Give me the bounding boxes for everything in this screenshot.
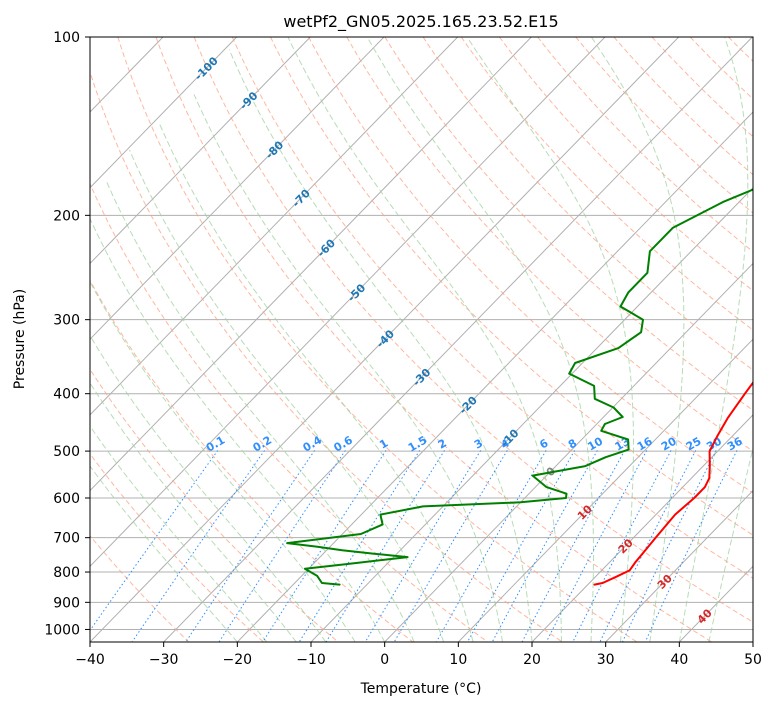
isotherm-line xyxy=(605,489,753,642)
x-tick-label: −30 xyxy=(149,652,179,668)
mixing-ratio-line xyxy=(521,450,626,642)
dry-adiabat xyxy=(155,37,712,642)
mixing-ratio-line xyxy=(644,450,738,642)
moist-adiabat xyxy=(158,123,474,642)
moist-adiabat xyxy=(228,49,533,642)
axes: −40 −30 −20 −10 0 10 20 30 40 50 100 200 300 400 500 60… xyxy=(44,30,762,668)
moist-adiabat xyxy=(90,217,386,642)
isotherm-line xyxy=(90,37,606,568)
mixing-ratio-line xyxy=(325,450,445,642)
profile-series xyxy=(286,188,753,586)
dry-adiabat xyxy=(498,37,753,292)
dry-adiabat xyxy=(117,37,638,642)
plot-frame xyxy=(89,36,754,643)
y-tick-label: 200 xyxy=(53,208,80,224)
moist-adiabat xyxy=(90,280,356,642)
isotherm-line xyxy=(236,111,753,642)
dry-adiabat xyxy=(270,37,753,536)
dry-adiabat xyxy=(90,534,190,642)
x-axis-label: Temperature (°C) xyxy=(360,681,482,697)
y-tick-label: 600 xyxy=(53,491,80,507)
mixing-ratio-line xyxy=(393,450,508,642)
dry-adiabat xyxy=(384,37,753,411)
chart-title: wetPf2_GN05.2025.165.23.52.E15 xyxy=(283,12,558,32)
isotherm-line xyxy=(90,37,680,642)
mixing-ratio-line xyxy=(467,450,576,642)
isotherm-line xyxy=(90,37,238,189)
isotherm-line xyxy=(310,187,753,642)
mixing-ratio-line xyxy=(90,450,219,632)
mixing-ratio-line xyxy=(435,450,547,642)
mixing-ratio-line xyxy=(131,450,266,642)
moist-adiabat xyxy=(366,37,594,642)
x-tick-label: −10 xyxy=(296,652,326,668)
x-tick-label: −40 xyxy=(75,652,105,668)
isotherm-line xyxy=(163,37,753,642)
y-tick-label: 300 xyxy=(53,313,80,329)
x-tick-label: 30 xyxy=(597,652,615,668)
dry-adiabat xyxy=(613,37,753,176)
isotherm-line xyxy=(90,37,385,340)
x-tick-label: −20 xyxy=(223,652,253,668)
dry-adiabat xyxy=(231,37,753,579)
mixing-ratio-line xyxy=(364,450,482,642)
isotherm-line xyxy=(531,414,753,642)
moist-adiabat xyxy=(128,149,445,642)
dry-adiabat xyxy=(346,37,753,452)
moist-adiabat xyxy=(90,425,268,642)
mixing-ratio-line xyxy=(572,450,672,642)
moist-adiabat xyxy=(193,94,503,642)
x-tick-label: 20 xyxy=(523,652,541,668)
x-tick-label: 10 xyxy=(449,652,467,668)
y-tick-label: 700 xyxy=(53,531,80,547)
profile-line xyxy=(286,188,753,586)
y-tick-label: 1000 xyxy=(44,622,80,638)
moist-adiabat xyxy=(590,37,685,642)
dry-adiabat xyxy=(460,37,753,331)
dry-adiabat xyxy=(575,37,753,214)
x-tick-label: 0 xyxy=(380,652,389,668)
dry-adiabat xyxy=(90,70,563,642)
profile-line xyxy=(593,380,753,586)
mixing-ratio-line xyxy=(491,450,598,642)
moist-adiabat xyxy=(105,180,415,642)
dry-adiabat xyxy=(193,37,753,623)
y-tick-label: 800 xyxy=(53,565,80,581)
y-axis-label: Pressure (hPa) xyxy=(12,289,28,389)
x-tick-label: 50 xyxy=(744,652,762,668)
y-tick-label: 100 xyxy=(53,30,80,46)
isotherm-line xyxy=(90,37,459,416)
x-tick-label: 40 xyxy=(670,652,688,668)
y-tick-label: 500 xyxy=(53,444,80,460)
moist-adiabat xyxy=(90,382,297,642)
moist-adiabat xyxy=(90,465,238,642)
y-tick-label: 900 xyxy=(53,595,80,611)
mixing-ratio-line xyxy=(545,450,648,642)
dry-adiabat xyxy=(90,368,339,642)
isotherm-line xyxy=(90,37,532,492)
mixing-ratio-line xyxy=(298,450,421,642)
background-lines xyxy=(90,37,753,642)
y-tick-label: 400 xyxy=(53,387,80,403)
isotherm-line xyxy=(90,37,311,265)
dry-adiabat xyxy=(422,37,753,371)
isotherm-line xyxy=(384,262,753,642)
moist-adiabat xyxy=(708,445,753,642)
moist-adiabat xyxy=(678,37,749,642)
mixing-ratio-line xyxy=(185,450,316,642)
moist-adiabat xyxy=(466,37,634,642)
